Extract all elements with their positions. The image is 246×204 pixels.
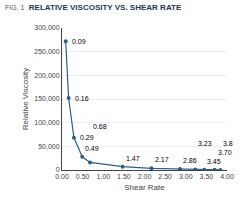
svg-text:4.00: 4.00 [220,173,234,180]
svg-text:250,000: 250,000 [34,48,59,55]
svg-text:2.50: 2.50 [158,173,172,180]
svg-text:2.17: 2.17 [155,156,169,163]
svg-text:3.8: 3.8 [223,140,233,147]
svg-text:1.00: 1.00 [96,173,110,180]
svg-text:100,000: 100,000 [34,119,59,126]
svg-text:Shear Rate: Shear Rate [124,183,165,192]
svg-text:0.09: 0.09 [72,38,86,45]
svg-text:0.49: 0.49 [85,145,99,152]
svg-text:0.00: 0.00 [55,173,69,180]
svg-text:0: 0 [56,166,60,173]
svg-text:FIG. 1 RELATIVE VISCOSITY VS.: FIG. 1 RELATIVE VISCOSITY VS. SHEAR RATE [5,3,182,12]
svg-text:2.86: 2.86 [183,157,197,164]
svg-text:1.50: 1.50 [117,173,131,180]
svg-text:0.16: 0.16 [75,95,89,102]
svg-text:200,000: 200,000 [34,72,59,79]
svg-text:0.50: 0.50 [76,173,90,180]
svg-text:1.47: 1.47 [126,155,140,162]
svg-text:50,000: 50,000 [38,143,60,150]
svg-text:3.70: 3.70 [218,149,232,156]
svg-text:0.29: 0.29 [80,134,94,141]
svg-text:3.23: 3.23 [198,140,212,147]
svg-text:150,000: 150,000 [34,95,59,102]
svg-text:300,000: 300,000 [34,24,59,31]
svg-text:0.68: 0.68 [93,123,107,130]
svg-text:3.50: 3.50 [200,173,214,180]
svg-text:2.00: 2.00 [138,173,152,180]
svg-text:3.45: 3.45 [207,158,221,165]
svg-text:3.00: 3.00 [179,173,193,180]
svg-text:Relative Viscosity: Relative Viscosity [21,68,30,131]
